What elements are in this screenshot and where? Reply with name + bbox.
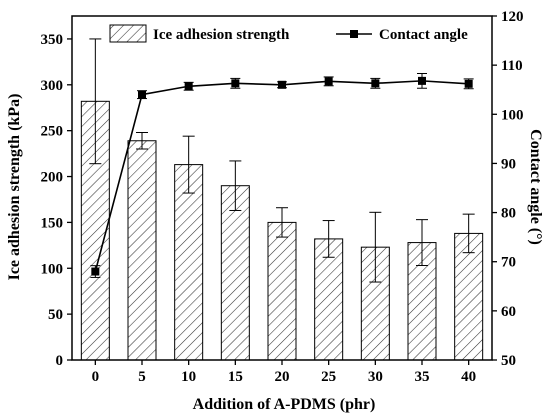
legend-label-ice-adhesion: Ice adhesion strength [153, 27, 290, 43]
line-layer [90, 72, 474, 278]
point-30 [371, 79, 380, 88]
x-tick-label-10: 10 [181, 369, 196, 385]
legend-swatch-ice-adhesion [109, 24, 147, 43]
y2-tick-label-80: 80 [501, 206, 516, 222]
y-tick-label-50: 50 [48, 307, 63, 323]
y-tick-label-300: 300 [41, 78, 64, 94]
y-tick-label-200: 200 [41, 170, 64, 186]
x-tick-label-30: 30 [368, 369, 383, 385]
x-tick-label-0: 0 [92, 369, 100, 385]
y2-tick-label-60: 60 [501, 304, 516, 320]
point-25 [324, 77, 333, 86]
point-10 [184, 82, 193, 91]
y2-tick-label-90: 90 [501, 156, 516, 172]
x-tick-label-15: 15 [228, 369, 243, 385]
y-tick-label-250: 250 [41, 124, 64, 140]
x-tick-label-35: 35 [415, 369, 430, 385]
y2-tick-label-100: 100 [501, 107, 524, 123]
point-0 [91, 267, 100, 276]
y2-tick-label-70: 70 [501, 255, 516, 271]
bar-10 [174, 164, 204, 361]
bar-20 [267, 221, 297, 361]
x-tick-label-40: 40 [461, 369, 476, 385]
bar-5 [127, 140, 157, 361]
bars-layer [80, 38, 484, 361]
point-20 [278, 80, 286, 89]
bar-15 [220, 185, 250, 361]
y-axis-title: Ice adhesion strength (kPa) [6, 94, 23, 281]
axes-layer: 0501001502002503003505060708090100110120… [41, 9, 524, 385]
y-tick-label-350: 350 [41, 32, 64, 48]
y-tick-label-100: 100 [41, 261, 64, 277]
legend-label-contact-angle: Contact angle [379, 27, 468, 43]
x-tick-label-25: 25 [321, 369, 336, 385]
y2-tick-label-50: 50 [501, 353, 516, 369]
y-tick-label-150: 150 [41, 215, 64, 231]
x-tick-label-20: 20 [275, 369, 290, 385]
point-35 [418, 76, 426, 85]
x-axis-title: Addition of A-PDMS (phr) [193, 396, 376, 413]
point-15 [231, 79, 240, 88]
point-5 [138, 90, 146, 99]
x-tick-label-5: 5 [138, 369, 146, 385]
y-tick-label-0: 0 [56, 353, 64, 369]
y2-axis-title: Contact angle (°) [527, 129, 544, 245]
bar-40 [454, 232, 484, 361]
legend-marker-contact-angle [350, 30, 358, 38]
y2-tick-label-120: 120 [501, 9, 524, 25]
y2-tick-label-110: 110 [501, 58, 523, 74]
point-40 [464, 79, 473, 88]
legend: Ice adhesion strength Contact angle [109, 24, 468, 43]
